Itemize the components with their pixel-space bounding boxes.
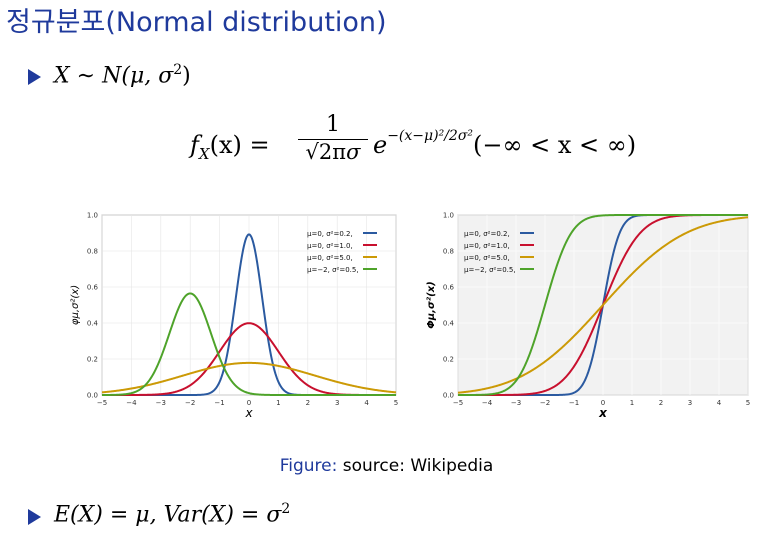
legend-label: μ=−2, σ²=0.5, <box>307 266 359 274</box>
bullet-triangle-icon <box>28 69 41 85</box>
figure-caption: Figure: source: Wikipedia <box>0 456 773 476</box>
legend-label: μ=0, σ²=0.2, <box>307 230 353 238</box>
moments-sup: 2 <box>281 501 291 517</box>
bullet-triangle-icon <box>28 509 41 525</box>
y-tick-label: 0.2 <box>87 356 98 364</box>
formula-f: f <box>190 131 199 159</box>
bullet-distribution: X ∼ N(μ, σ2) <box>54 62 191 88</box>
x-tick-label: 2 <box>659 399 663 407</box>
formula-sub: X <box>198 144 210 163</box>
y-axis-label: Φμ,σ²(x) <box>426 281 437 328</box>
x-tick-label: 0 <box>601 399 605 407</box>
x-tick-label: −2 <box>540 399 550 407</box>
formula-e: e <box>373 131 388 159</box>
y-tick-label: 0.0 <box>443 392 454 400</box>
formula-sqrt: √2π <box>305 140 347 164</box>
legend-label: μ=0, σ²=5.0, <box>307 254 353 262</box>
x-tick-label: 3 <box>688 399 692 407</box>
x-tick-label: 1 <box>276 399 280 407</box>
formula-numerator: 1 <box>326 112 340 137</box>
x-axis-label: x <box>598 406 608 420</box>
legend-label: μ=0, σ²=1.0, <box>307 242 353 250</box>
formula-arg: (x) = <box>209 131 270 159</box>
var-x: X <box>54 63 70 89</box>
cdf-chart: −5 −4 −3 −2 −1 0 1 2 3 4 5 0.0 0.2 0.4 0.6 0.8 1.0 x Φμ,σ²… <box>426 212 750 421</box>
y-tick-label: 0.8 <box>87 248 98 256</box>
series-line <box>101 361 397 394</box>
formula-sigma: σ <box>346 140 361 164</box>
y-tick-label: 0.4 <box>87 320 99 328</box>
formula-exponent: −(x−μ)²/2σ² <box>387 128 473 144</box>
y-tick-label: 0.4 <box>443 320 455 328</box>
slide-title: 정규분포(Normal distribution) <box>6 7 387 38</box>
y-tick-label: 1.0 <box>443 212 454 220</box>
legend-label: μ=0, σ²=5.0, <box>464 254 510 262</box>
x-tick-label: −5 <box>97 399 107 407</box>
dist-sup: 2 <box>173 62 183 78</box>
x-tick-label: −1 <box>569 399 579 407</box>
x-tick-label: 3 <box>335 399 339 407</box>
series-line <box>457 216 749 394</box>
legend-label: μ=0, σ²=1.0, <box>464 242 510 250</box>
formula-range: (−∞ < x < ∞) <box>473 131 637 159</box>
legend-label: μ=−2, σ²=0.5, <box>464 266 516 274</box>
series-line <box>458 214 748 396</box>
x-axis-label: x <box>244 406 253 420</box>
x-tick-label: 2 <box>306 399 310 407</box>
dist-notation: N(μ, σ <box>102 63 174 89</box>
x-tick-label: 1 <box>630 399 634 407</box>
x-tick-label: −1 <box>214 399 224 407</box>
x-tick-label: 0 <box>247 399 251 407</box>
dist-close: ) <box>182 63 191 89</box>
y-tick-label: 0.6 <box>443 284 455 292</box>
x-tick-label: 4 <box>717 399 722 407</box>
x-tick-label: −4 <box>126 399 137 407</box>
moments-text: E(X) = μ, Var(X) = σ <box>54 502 282 528</box>
series-line <box>102 292 396 396</box>
x-tick-label: 4 <box>364 399 369 407</box>
y-axis-label: φμ,σ²(x) <box>70 285 81 325</box>
bullet-moments: E(X) = μ, Var(X) = σ2 <box>54 501 290 527</box>
y-tick-label: 0.8 <box>443 248 454 256</box>
x-tick-label: −3 <box>156 399 166 407</box>
pdf-chart: −5 −4 −3 −2 −1 0 1 2 3 4 5 0.0 0.2 0.4 0.6 0.8 1.0 x φμ,σ²… <box>70 212 398 421</box>
caption-label: Figure: <box>279 456 338 476</box>
legend-label: μ=0, σ²=0.2, <box>464 230 510 238</box>
y-tick-label: 0.2 <box>443 356 454 364</box>
y-tick-label: 1.0 <box>87 212 98 220</box>
sim-symbol: ∼ <box>76 63 96 89</box>
caption-text: source: Wikipedia <box>342 456 494 476</box>
x-tick-label: −3 <box>511 399 521 407</box>
x-tick-label: −2 <box>185 399 195 407</box>
x-tick-label: 5 <box>394 399 398 407</box>
y-tick-label: 0.6 <box>87 284 99 292</box>
x-tick-label: −5 <box>453 399 463 407</box>
x-tick-label: 5 <box>746 399 750 407</box>
y-tick-label: 0.0 <box>87 392 98 400</box>
x-tick-label: −4 <box>482 399 493 407</box>
